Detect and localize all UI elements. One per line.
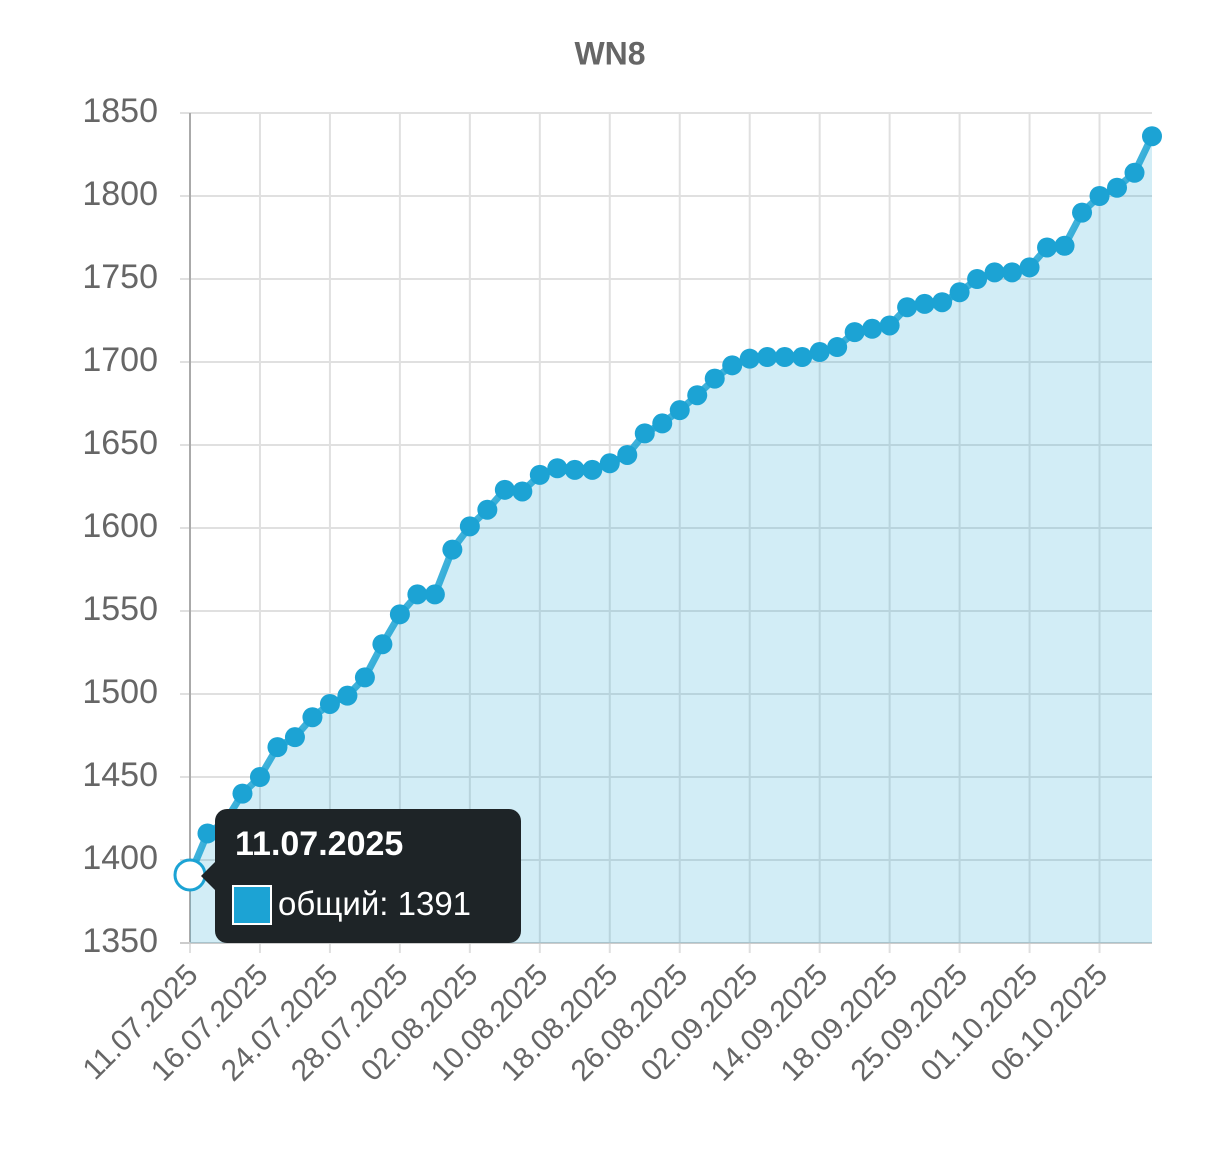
point — [862, 318, 883, 339]
y-tick-label: 1450 — [82, 756, 158, 794]
point — [354, 667, 375, 688]
point — [967, 269, 988, 289]
point — [984, 262, 1005, 283]
y-tick-label: 1350 — [82, 922, 158, 960]
point — [249, 767, 270, 787]
y-tick-label: 1850 — [82, 92, 158, 130]
y-tick-label: 1800 — [82, 175, 158, 213]
point — [1107, 177, 1128, 198]
point — [582, 459, 603, 480]
point — [319, 693, 340, 714]
point — [459, 516, 480, 537]
point — [774, 347, 795, 368]
series-name: общий — [278, 885, 379, 922]
point — [267, 737, 288, 758]
point — [827, 337, 848, 358]
point — [1072, 202, 1093, 223]
y-tick-label: 1650 — [82, 424, 158, 462]
tooltip-label: общий: 1391 — [278, 885, 471, 922]
point — [494, 479, 515, 500]
point — [302, 707, 323, 728]
point — [792, 347, 813, 368]
point — [173, 858, 207, 892]
point — [809, 342, 830, 363]
point — [914, 293, 935, 314]
point — [197, 823, 218, 844]
point — [949, 282, 970, 303]
point — [1019, 257, 1040, 278]
plot — [173, 126, 1162, 944]
point — [704, 368, 725, 389]
chart-title: WN8 — [574, 35, 645, 71]
point — [337, 685, 358, 706]
point — [1054, 235, 1075, 256]
separator: : — [379, 885, 397, 922]
tooltip-box — [215, 809, 521, 943]
point — [1124, 162, 1145, 183]
point — [932, 292, 953, 313]
point — [477, 499, 498, 520]
point — [232, 783, 253, 804]
point — [389, 604, 410, 625]
point — [687, 385, 708, 406]
tooltip: 11.07.2025 общий: 1391 — [201, 809, 521, 943]
tooltip-caret — [201, 862, 215, 890]
point — [844, 322, 865, 343]
point — [284, 727, 305, 748]
point — [757, 347, 778, 368]
tooltip-value: 1391 — [398, 885, 471, 922]
point — [407, 584, 428, 605]
y-tick-label: 1600 — [82, 507, 158, 545]
point — [1142, 126, 1162, 147]
point — [634, 423, 655, 444]
area — [190, 136, 1152, 944]
point — [529, 464, 550, 485]
point — [1002, 262, 1023, 283]
point — [739, 348, 760, 369]
point — [1037, 237, 1058, 258]
point — [424, 584, 445, 605]
point — [442, 539, 463, 560]
point — [547, 458, 568, 479]
y-tick-label: 1500 — [82, 673, 158, 711]
point — [617, 444, 638, 465]
y-tick-label: 1400 — [82, 839, 158, 877]
y-tick-label: 1700 — [82, 341, 158, 379]
point — [1089, 186, 1110, 206]
point — [512, 481, 533, 502]
point — [722, 355, 743, 376]
point — [564, 459, 585, 480]
tooltip-swatch — [232, 885, 272, 925]
y-tick-label: 1550 — [82, 590, 158, 628]
tooltip-title: 11.07.2025 — [235, 825, 403, 863]
point — [879, 315, 900, 336]
point — [669, 400, 690, 421]
point — [599, 453, 620, 474]
y-tick-label: 1750 — [82, 258, 158, 296]
point — [652, 413, 673, 434]
point — [897, 297, 918, 318]
point — [372, 634, 393, 655]
